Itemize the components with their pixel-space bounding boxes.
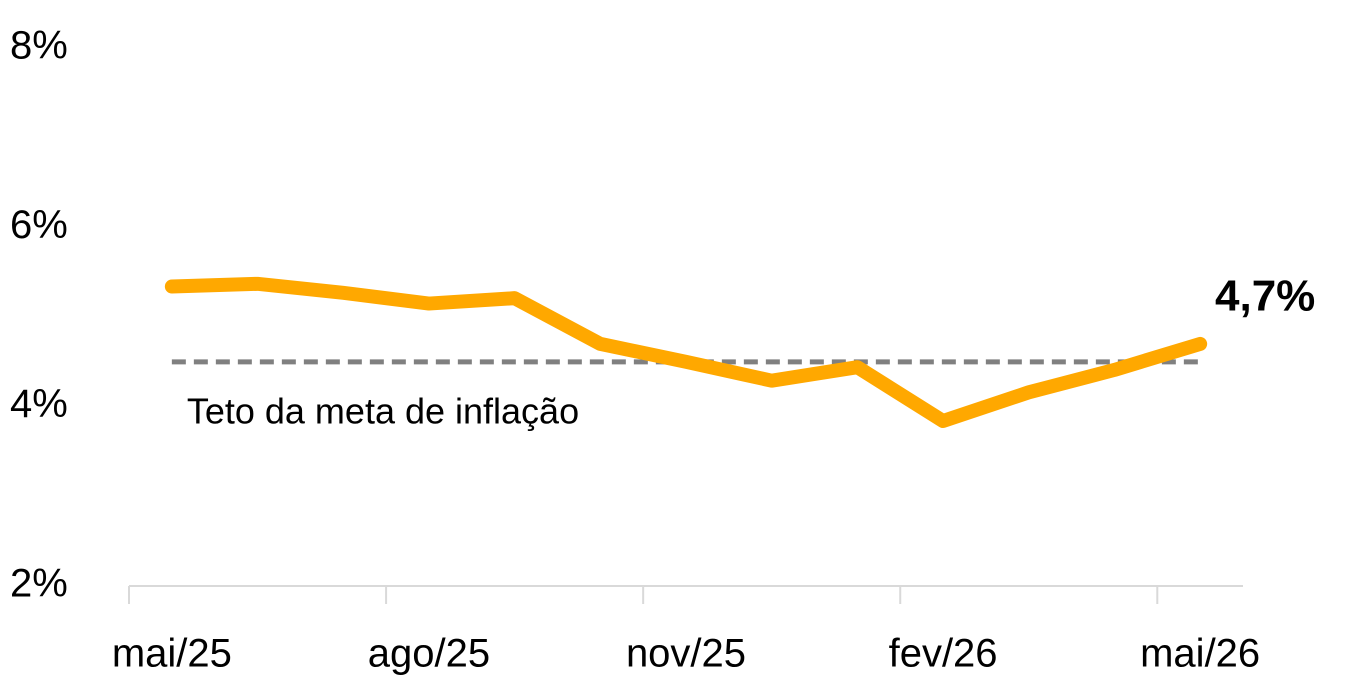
reference-label: Teto da meta de inflação: [187, 390, 579, 431]
x-tick-label: mai/26: [1140, 632, 1260, 676]
y-tick-label: 2%: [10, 562, 68, 606]
x-tick-label: ago/25: [368, 632, 490, 676]
x-tick-label: mai/25: [112, 632, 232, 676]
y-tick-label: 8%: [10, 24, 68, 68]
x-tick-label: nov/25: [626, 632, 746, 676]
y-tick-label: 4%: [10, 382, 68, 426]
value-label: 4,7%: [1215, 272, 1315, 321]
line-series: [164, 276, 1208, 429]
x-tick-label: fev/26: [889, 632, 998, 676]
y-tick-label: 6%: [10, 203, 68, 247]
